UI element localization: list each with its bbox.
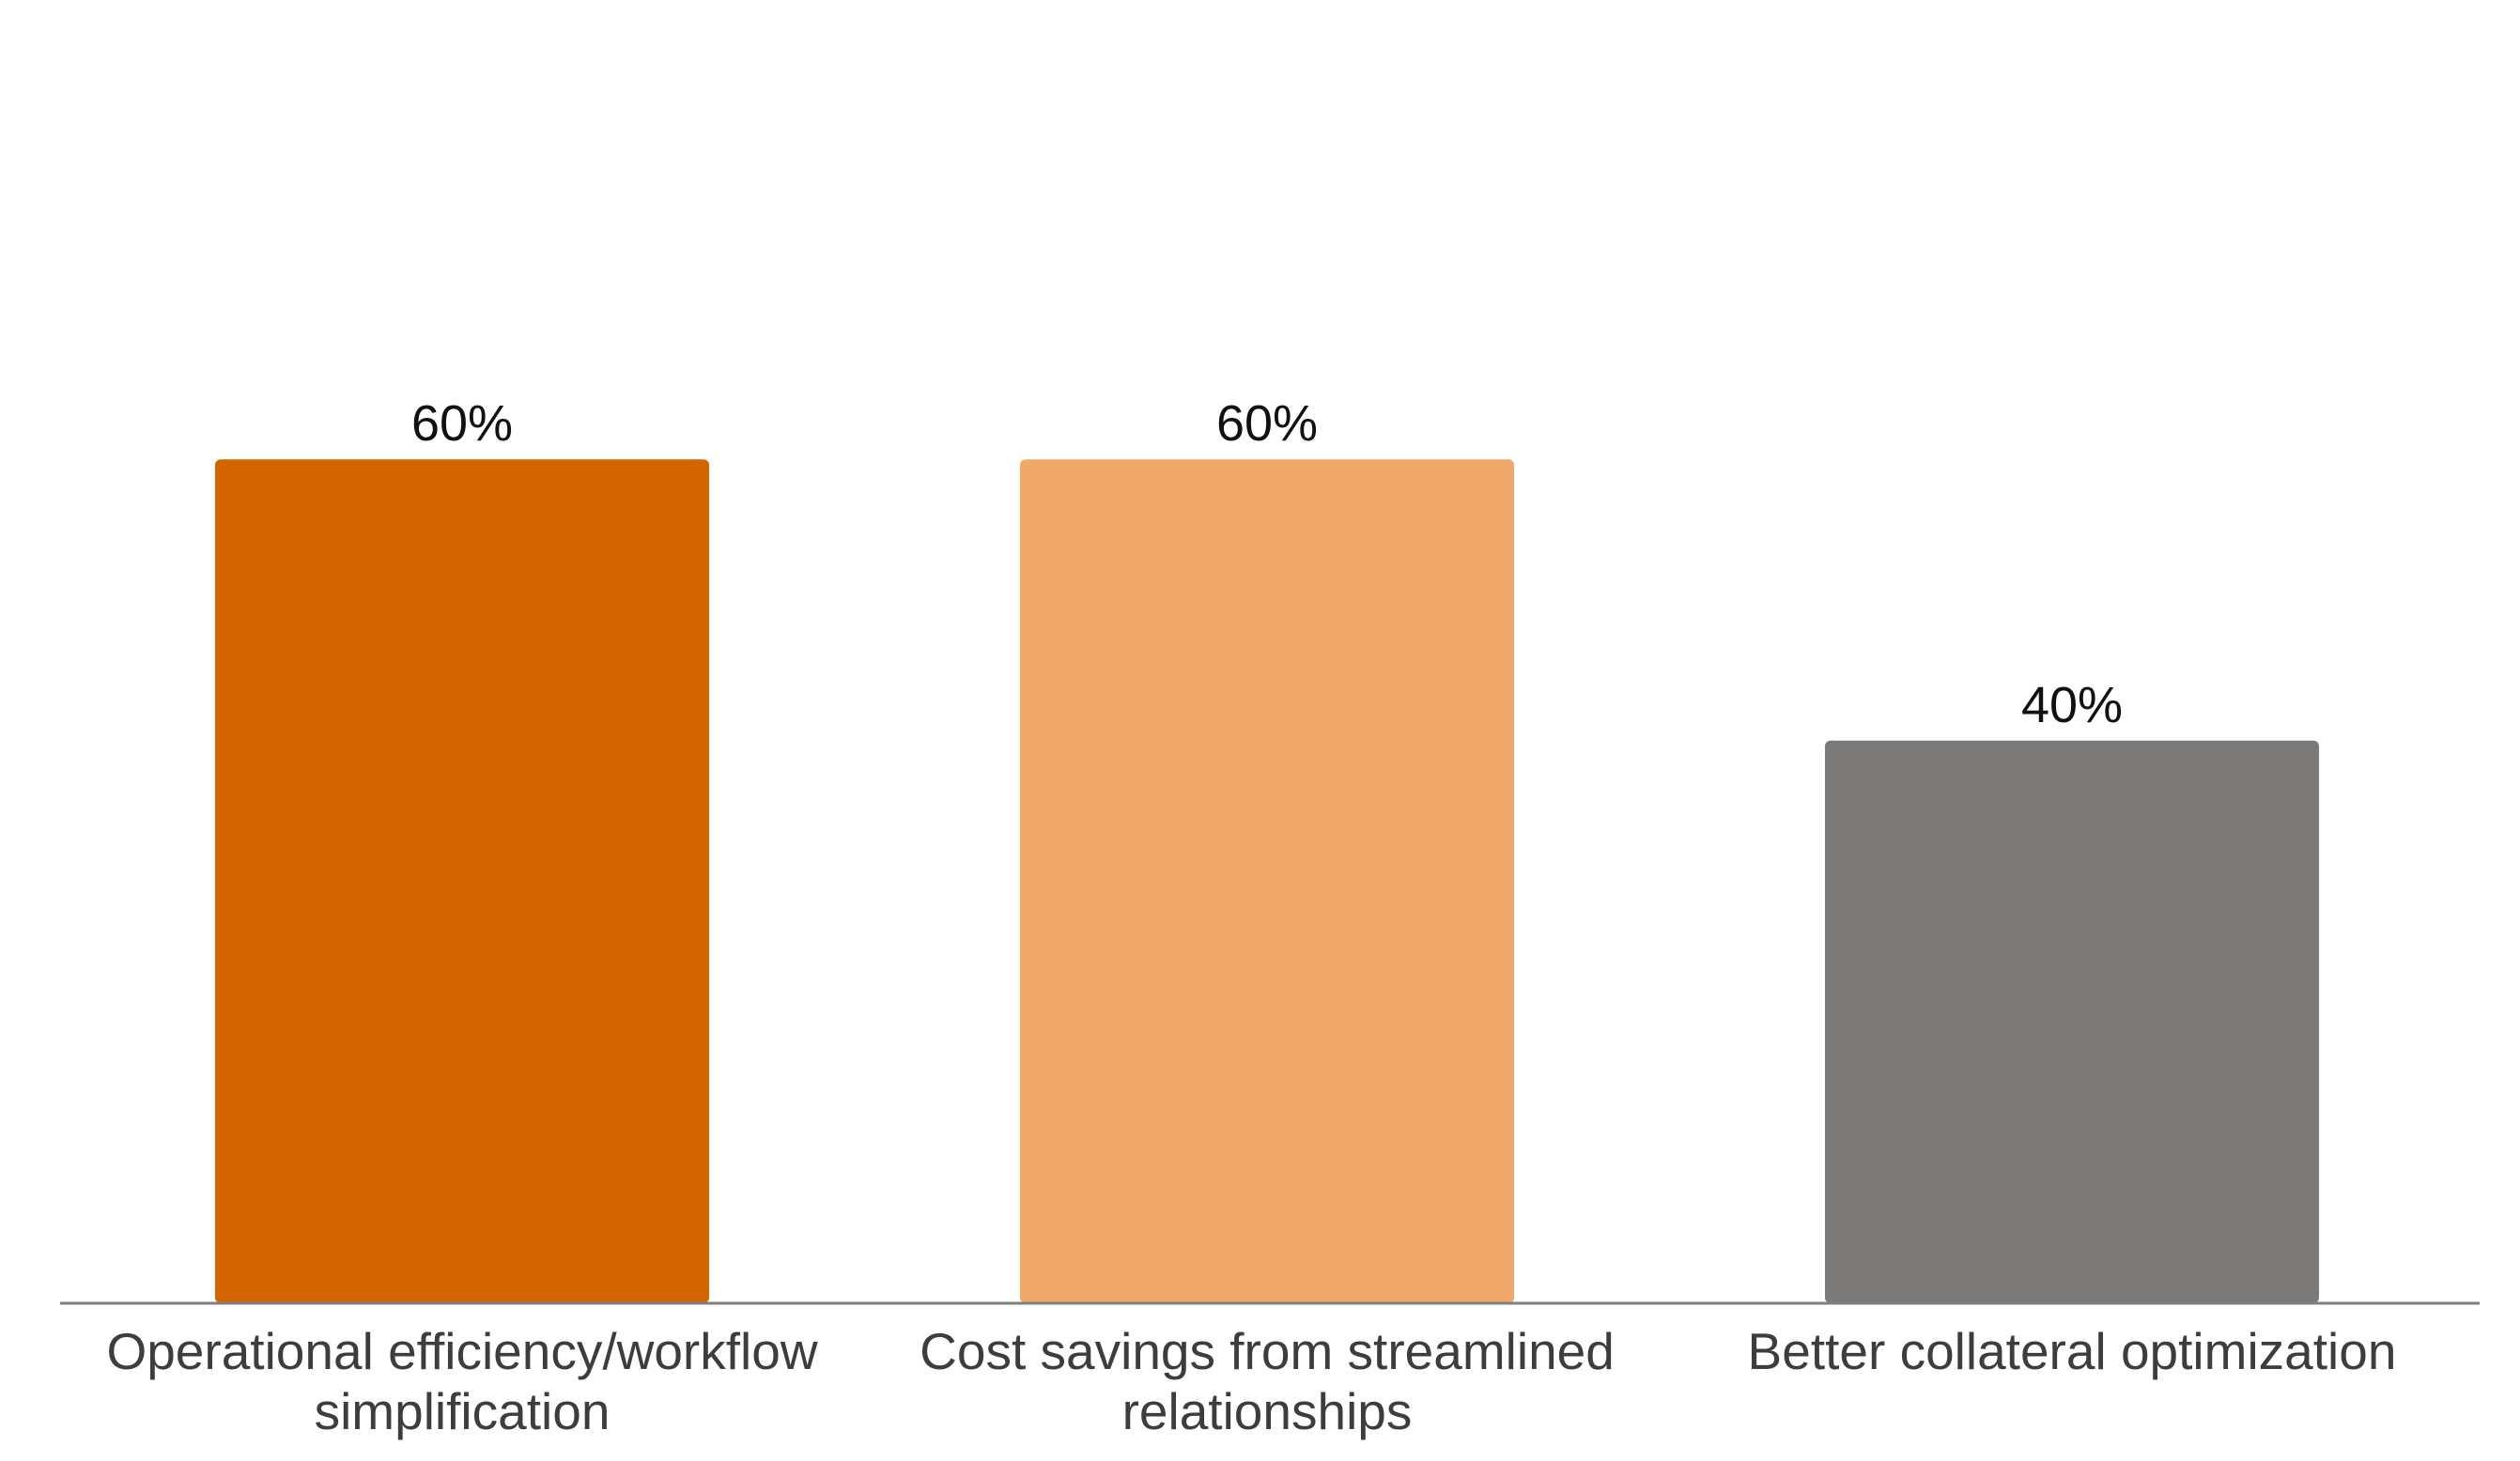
category-label-1: Operational efficiency/workflow simplific…	[106, 1322, 817, 1440]
category-label-line: relationships	[1122, 1382, 1413, 1440]
bars-group	[215, 459, 2319, 1303]
category-label-line: Cost savings from streamlined	[920, 1322, 1615, 1380]
category-labels-group: Operational efficiency/workflow simplific…	[106, 1322, 2396, 1440]
category-label-2: Cost savings from streamlined relationshi…	[920, 1322, 1615, 1440]
category-label-3: Better collateral optimization	[1748, 1322, 2397, 1380]
data-label-2: 60%	[1216, 395, 1318, 452]
data-label-3: 40%	[2021, 677, 2123, 733]
category-label-line: Operational efficiency/workflow	[106, 1322, 817, 1380]
data-label-1: 60%	[411, 395, 513, 452]
bar-2	[1020, 459, 1514, 1303]
bar-3	[1825, 740, 2319, 1303]
bar-1	[215, 459, 709, 1303]
category-label-line: simplification	[315, 1382, 611, 1440]
value-labels-group: 60% 60% 40%	[411, 395, 2123, 733]
category-label-line: Better collateral optimization	[1748, 1322, 2397, 1380]
